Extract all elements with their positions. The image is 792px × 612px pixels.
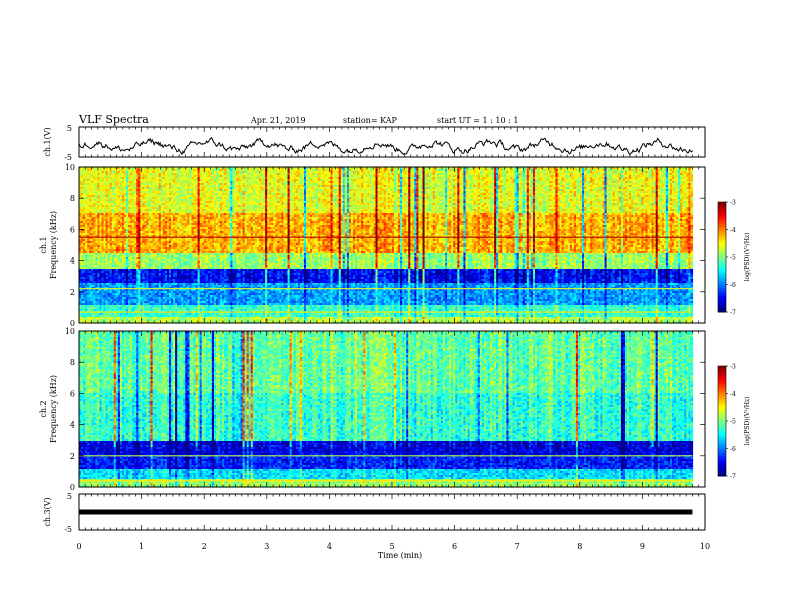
- ch1-ylabel: ch.1(V): [43, 127, 52, 156]
- ch1-waveform-time-ticks: [79, 127, 705, 157]
- figure-title: VLF Spectra: [78, 113, 149, 126]
- start-time-label: start UT = 1 : 10 : 1: [437, 116, 518, 125]
- ch1-waveform-line: [79, 138, 693, 155]
- ch1-waveform-panel: 5 -5 ch.1(V): [43, 124, 705, 162]
- ch1-ytick-bottom: -5: [64, 153, 72, 162]
- ch1-ytick-top: 5: [67, 124, 72, 133]
- station-label: station= KAP: [343, 116, 398, 125]
- ch1-spectrogram-image: [79, 167, 693, 324]
- vlf-figure: VLF Spectra Apr. 21, 2019 station= KAP s…: [0, 0, 792, 612]
- date-label: Apr. 21, 2019: [250, 116, 306, 125]
